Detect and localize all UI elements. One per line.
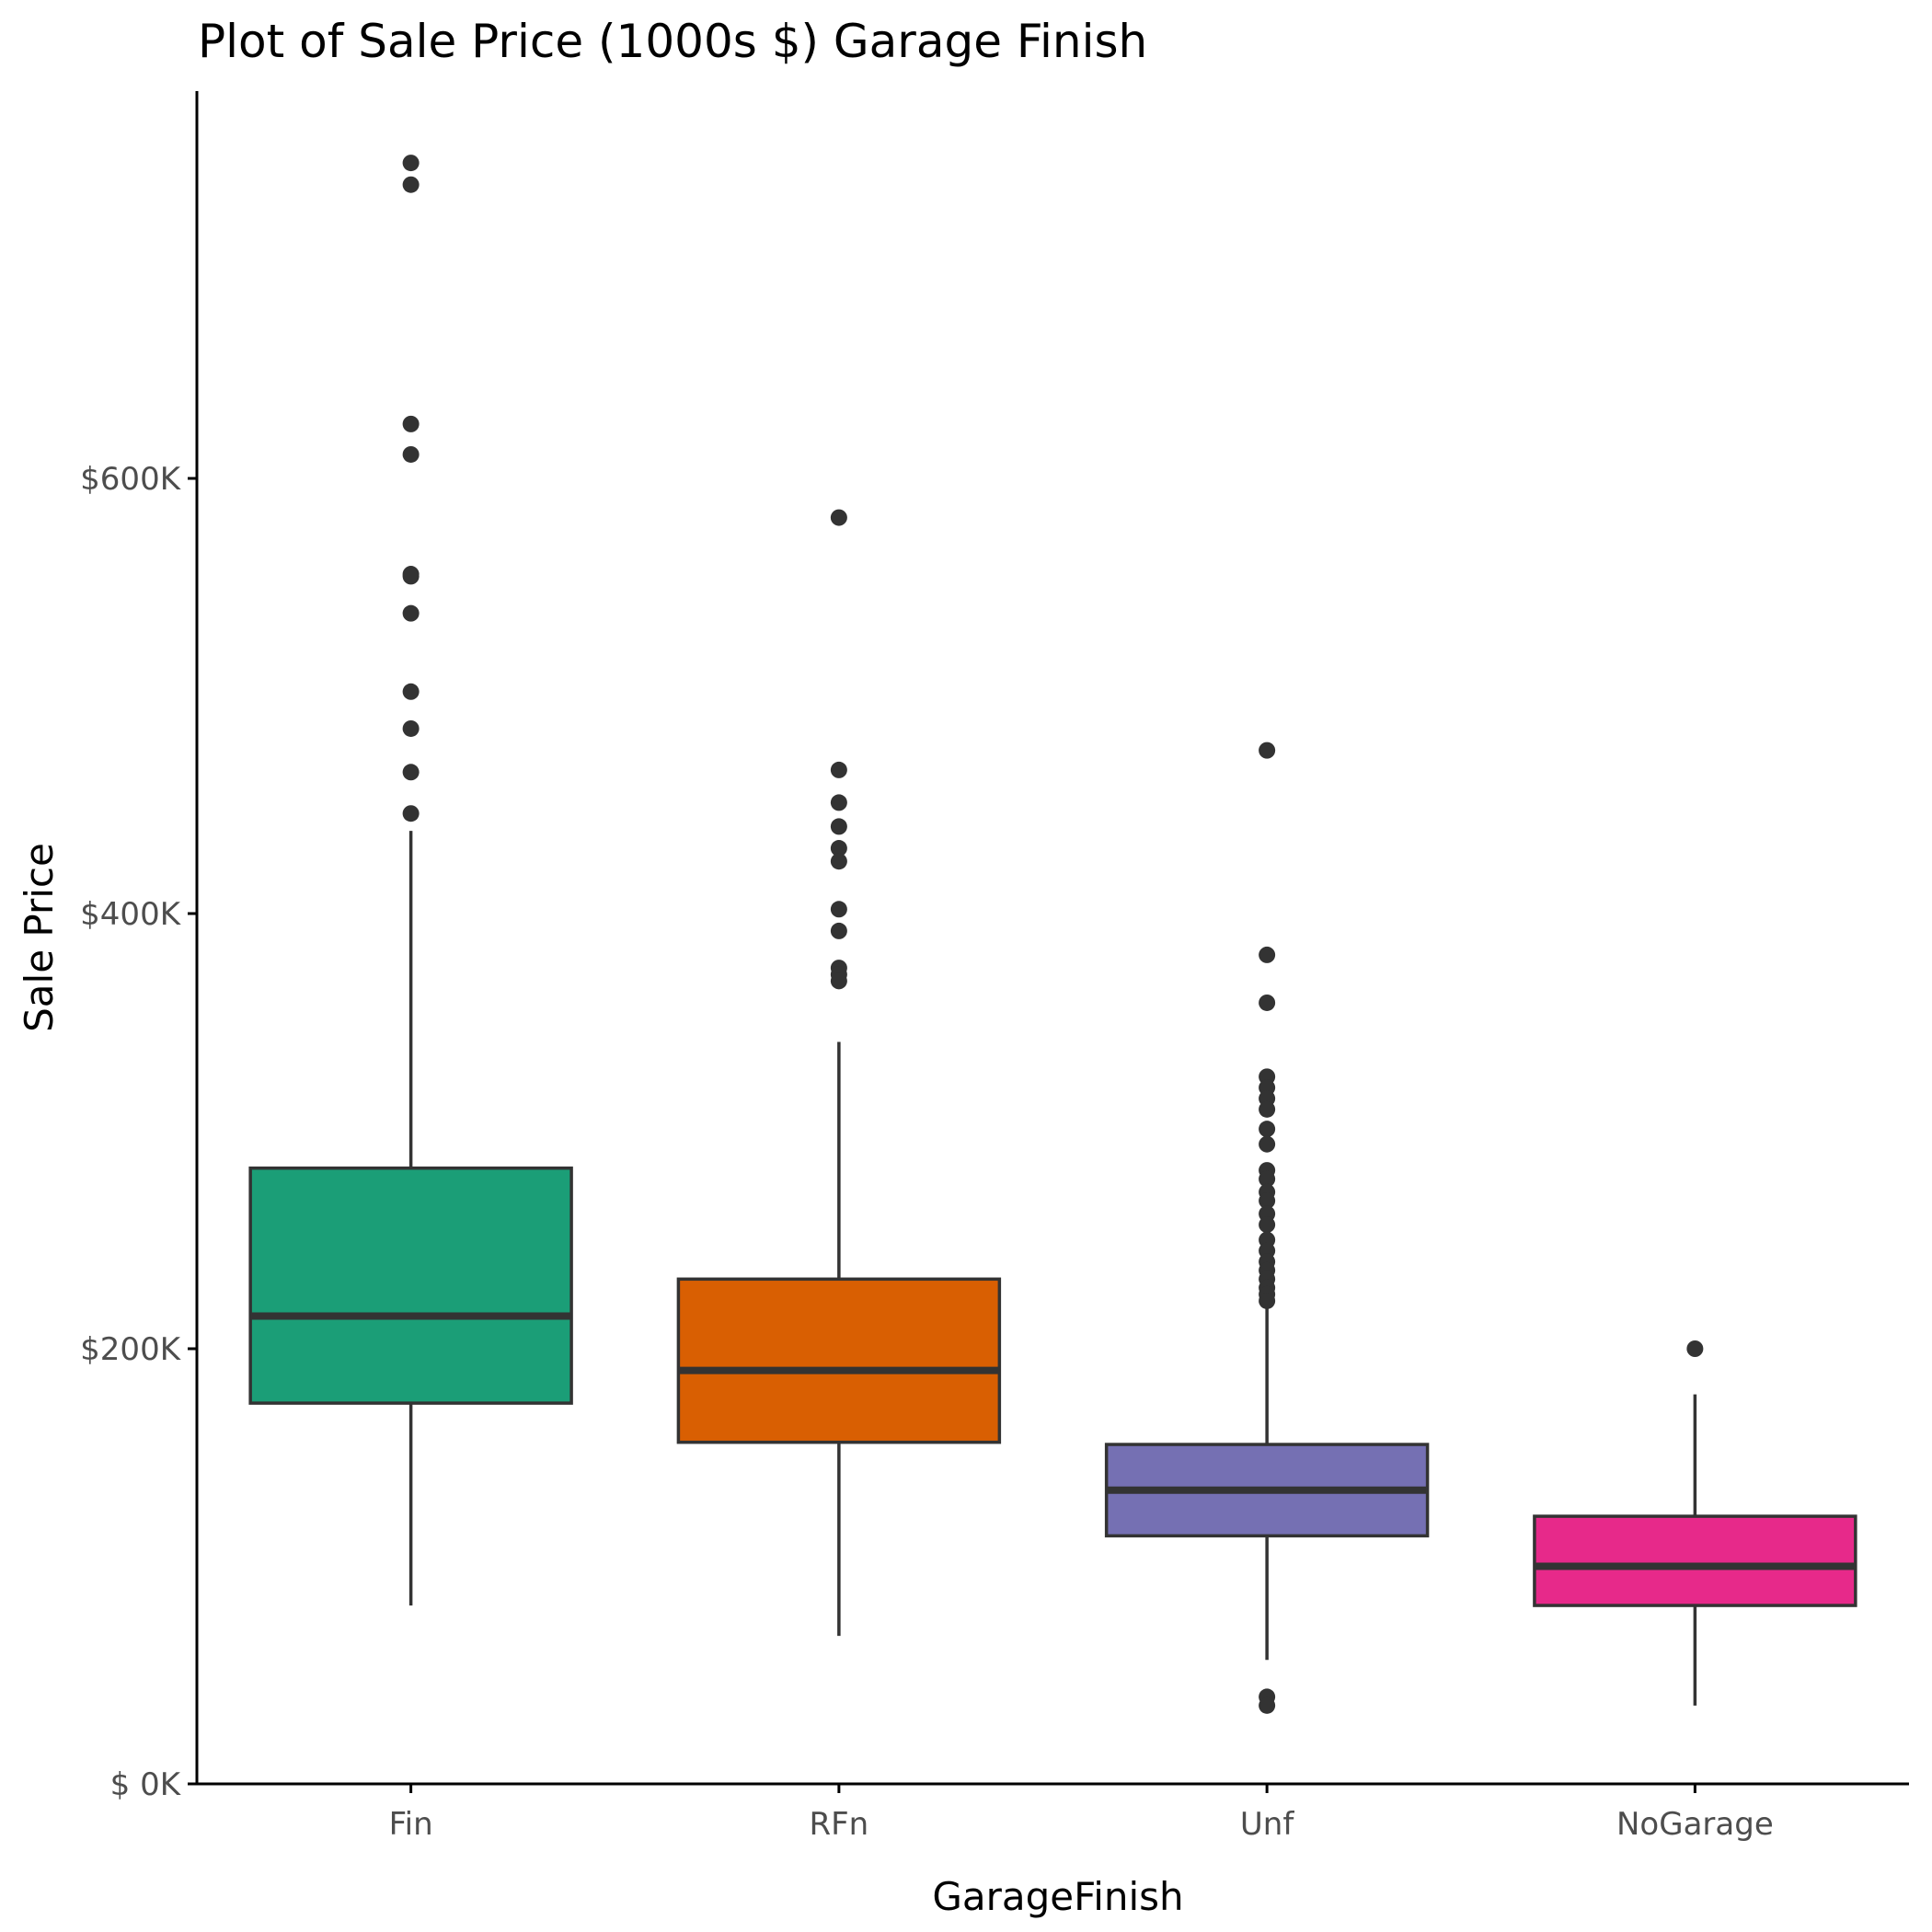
y-axis-ticks: $ 0K $200K $400K $600K — [80, 461, 197, 1803]
outlier-point-rfn — [830, 901, 847, 918]
outlier-point-unf — [1259, 1170, 1276, 1188]
outlier-point-unf — [1259, 1100, 1276, 1118]
outlier-point-rfn — [830, 509, 847, 526]
box-rfn — [676, 1277, 1002, 1444]
outlier-point-fin — [402, 805, 420, 822]
outlier-point-fin — [402, 415, 420, 432]
y-tick-label: $400K — [80, 896, 182, 933]
x-tick-label: RFn — [810, 1806, 869, 1843]
outlier-point-rfn — [830, 922, 847, 939]
box-group-fin — [248, 155, 573, 1606]
x-tick-label: NoGarage — [1616, 1806, 1774, 1843]
box-group-rfn — [676, 509, 1002, 1637]
outlier-point-unf — [1259, 742, 1276, 759]
box-group-unf — [1104, 742, 1430, 1714]
outlier-point-rfn — [830, 761, 847, 778]
y-axis-title: Sale Price — [17, 843, 62, 1032]
outlier-point-nogarage — [1686, 1340, 1704, 1357]
outlier-point-fin — [402, 719, 420, 737]
outlier-point-fin — [402, 568, 420, 585]
outlier-point-fin — [402, 604, 420, 622]
outlier-point-rfn — [830, 794, 847, 811]
outlier-point-unf — [1259, 1135, 1276, 1153]
y-tick-label: $600K — [80, 461, 182, 498]
x-tick-label: Fin — [389, 1806, 433, 1843]
y-tick-label: $ 0K — [110, 1766, 182, 1803]
box-group-nogarage — [1533, 1340, 1857, 1706]
chart-title: Plot of Sale Price (1000s $) Garage Fini… — [198, 15, 1147, 68]
x-axis-ticks: Fin RFn Unf NoGarage — [389, 1784, 1774, 1843]
outlier-point-fin — [402, 155, 420, 172]
outlier-point-rfn — [830, 840, 847, 857]
box-nogarage — [1533, 1514, 1857, 1607]
y-tick-label: $200K — [80, 1331, 182, 1368]
outlier-point-unf — [1259, 1292, 1276, 1309]
outlier-point-rfn — [830, 853, 847, 870]
x-tick-label: Unf — [1240, 1806, 1294, 1843]
outlier-point-rfn — [830, 972, 847, 990]
outlier-point-fin — [402, 445, 420, 463]
outlier-point-fin — [402, 683, 420, 700]
outlier-point-fin — [402, 176, 420, 193]
outlier-point-unf — [1259, 1121, 1276, 1138]
x-axis-title: GarageFinish — [932, 1874, 1183, 1919]
outlier-point-unf — [1259, 1216, 1276, 1234]
outlier-point-fin — [402, 764, 420, 781]
box-fin — [248, 1166, 573, 1405]
outlier-point-rfn — [830, 818, 847, 835]
outlier-point-unf — [1259, 946, 1276, 963]
box-plot-series — [248, 155, 1857, 1714]
outlier-point-unf — [1259, 994, 1276, 1011]
outlier-point-unf — [1259, 1696, 1276, 1714]
outlier-point-unf — [1259, 1192, 1276, 1210]
